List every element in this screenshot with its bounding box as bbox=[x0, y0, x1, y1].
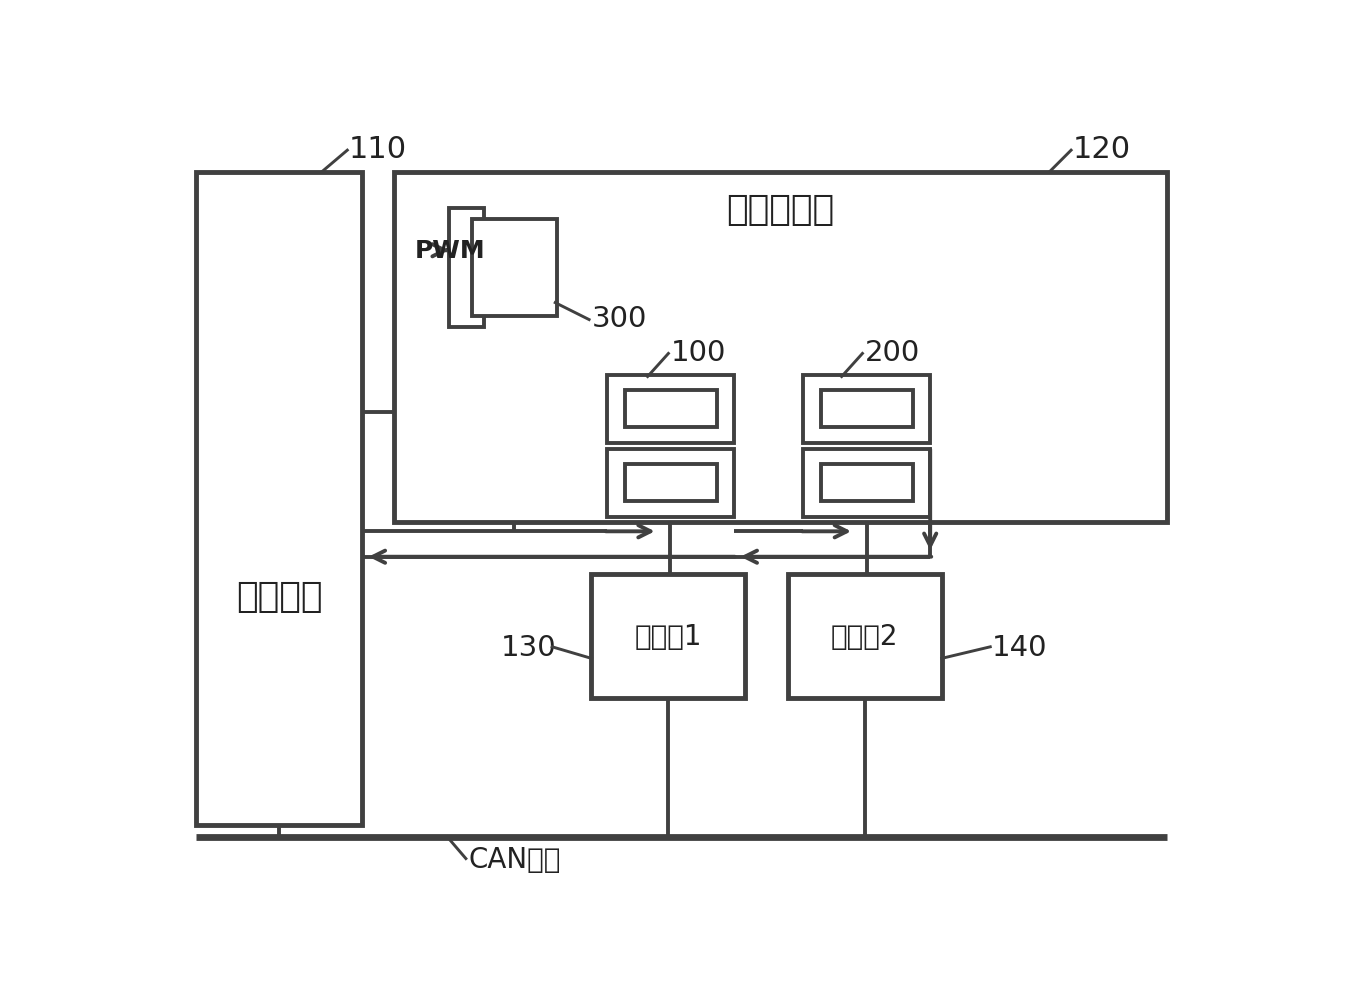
Text: 控制器2: 控制器2 bbox=[831, 622, 898, 650]
Bar bbox=[606, 450, 734, 517]
Bar bbox=[197, 172, 362, 825]
Bar bbox=[606, 376, 734, 443]
Bar bbox=[803, 376, 931, 443]
Bar bbox=[393, 172, 1168, 523]
Text: CAN总线: CAN总线 bbox=[469, 845, 560, 873]
Text: 高压配电筱: 高压配电筱 bbox=[726, 192, 835, 226]
Text: 130: 130 bbox=[501, 633, 556, 661]
Bar bbox=[788, 574, 942, 698]
Text: 200: 200 bbox=[865, 339, 920, 367]
Text: 110: 110 bbox=[349, 135, 407, 164]
Bar bbox=[591, 574, 745, 698]
Text: 100: 100 bbox=[671, 339, 726, 367]
Bar bbox=[625, 465, 717, 502]
Bar bbox=[471, 220, 556, 317]
Bar bbox=[625, 391, 717, 428]
Text: 120: 120 bbox=[1072, 135, 1130, 164]
Text: PWM: PWM bbox=[415, 239, 485, 263]
Bar bbox=[820, 465, 913, 502]
Bar bbox=[820, 391, 913, 428]
Text: 140: 140 bbox=[991, 633, 1047, 661]
Text: 控制器1: 控制器1 bbox=[634, 622, 702, 650]
Text: 主控制器: 主控制器 bbox=[236, 579, 322, 613]
Bar bbox=[449, 208, 484, 328]
Bar bbox=[803, 450, 931, 517]
Text: 300: 300 bbox=[591, 305, 647, 333]
